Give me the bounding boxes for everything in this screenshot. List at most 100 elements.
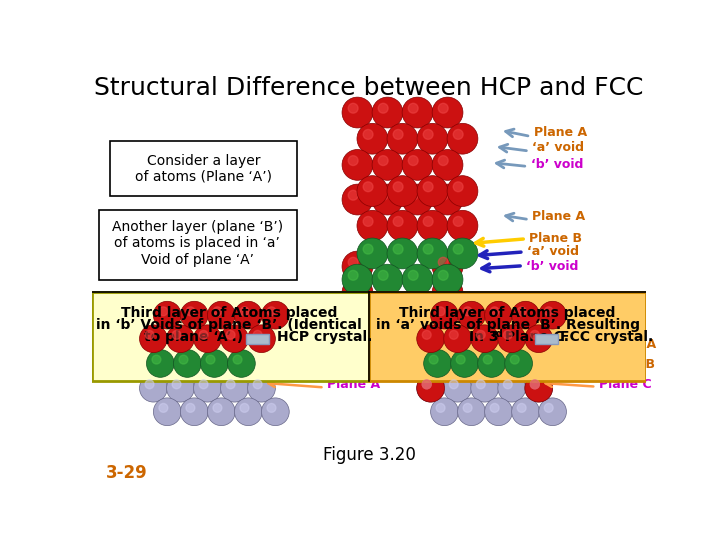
Circle shape [342, 278, 373, 308]
Circle shape [248, 325, 275, 353]
Circle shape [145, 330, 154, 339]
Circle shape [408, 156, 418, 166]
Circle shape [348, 103, 358, 113]
Circle shape [544, 403, 553, 413]
Circle shape [140, 374, 167, 402]
Text: 3-29: 3-29 [106, 464, 148, 482]
Circle shape [186, 307, 195, 316]
Circle shape [453, 130, 463, 139]
Circle shape [267, 307, 276, 316]
Text: to plane ‘A’.): to plane ‘A’.) [143, 330, 253, 345]
Circle shape [544, 307, 553, 316]
Circle shape [512, 301, 539, 329]
Circle shape [220, 374, 248, 402]
Circle shape [449, 330, 458, 339]
Circle shape [228, 349, 256, 377]
Circle shape [387, 211, 418, 241]
Circle shape [357, 238, 388, 269]
Circle shape [393, 182, 403, 192]
FancyBboxPatch shape [99, 211, 297, 280]
Text: Structural Difference between HCP and FCC: Structural Difference between HCP and FC… [94, 76, 644, 100]
Circle shape [159, 403, 168, 413]
Circle shape [423, 182, 433, 192]
Circle shape [531, 380, 539, 389]
Circle shape [402, 264, 433, 295]
Text: in ‘b’ Voids of plane ‘B’. (Identical: in ‘b’ Voids of plane ‘B’. (Identical [96, 318, 361, 332]
Circle shape [438, 257, 448, 267]
Circle shape [152, 355, 161, 364]
Circle shape [458, 301, 485, 329]
Circle shape [525, 374, 552, 402]
Circle shape [438, 156, 448, 166]
Circle shape [525, 325, 552, 353]
Circle shape [174, 349, 201, 377]
Circle shape [145, 380, 154, 389]
Circle shape [485, 301, 513, 329]
Circle shape [207, 398, 235, 426]
Circle shape [348, 257, 358, 267]
Circle shape [463, 307, 472, 316]
Circle shape [453, 182, 463, 192]
Text: ‘a’ void: ‘a’ void [532, 141, 584, 154]
Circle shape [172, 380, 181, 389]
Circle shape [510, 355, 519, 364]
Text: Plane B: Plane B [529, 232, 582, 245]
Circle shape [179, 355, 188, 364]
FancyBboxPatch shape [92, 292, 369, 381]
Circle shape [393, 217, 403, 226]
Circle shape [417, 123, 448, 154]
Circle shape [387, 176, 418, 206]
Text: Consider a layer
of atoms (Plane ‘A’): Consider a layer of atoms (Plane ‘A’) [135, 154, 272, 184]
Circle shape [402, 150, 433, 180]
Text: Another layer (plane ‘B’)
of atoms is placed in ‘a’
Void of plane ‘A’: Another layer (plane ‘B’) of atoms is pl… [112, 220, 283, 267]
Text: Third layer of Atoms placed: Third layer of Atoms placed [121, 306, 337, 320]
Circle shape [348, 190, 358, 200]
Circle shape [423, 330, 431, 339]
Circle shape [181, 398, 208, 426]
Circle shape [166, 325, 194, 353]
Text: ‘b’ void: ‘b’ void [526, 260, 578, 273]
Circle shape [517, 307, 526, 316]
Circle shape [201, 349, 228, 377]
Circle shape [438, 284, 448, 293]
Circle shape [186, 403, 195, 413]
Circle shape [463, 403, 472, 413]
Circle shape [423, 380, 431, 389]
Circle shape [159, 307, 168, 316]
Circle shape [240, 307, 249, 316]
Circle shape [363, 217, 373, 226]
Circle shape [378, 156, 388, 166]
Circle shape [436, 307, 445, 316]
Circle shape [363, 182, 373, 192]
Text: Plane A: Plane A [328, 378, 381, 391]
Circle shape [140, 325, 167, 353]
Circle shape [342, 150, 373, 180]
Circle shape [348, 271, 358, 280]
Circle shape [498, 325, 526, 353]
Circle shape [417, 211, 448, 241]
Circle shape [233, 355, 242, 364]
Circle shape [235, 398, 262, 426]
Circle shape [456, 355, 465, 364]
Circle shape [342, 251, 373, 282]
Circle shape [539, 301, 567, 329]
Circle shape [408, 190, 418, 200]
Text: Plane A: Plane A [603, 338, 656, 351]
Circle shape [505, 349, 533, 377]
Circle shape [477, 330, 485, 339]
Circle shape [226, 330, 235, 339]
Circle shape [342, 97, 373, 128]
Circle shape [378, 103, 388, 113]
Text: Figure 3.20: Figure 3.20 [323, 446, 415, 464]
Circle shape [423, 130, 433, 139]
Text: Plane C: Plane C [599, 378, 652, 391]
Circle shape [485, 398, 513, 426]
Circle shape [342, 184, 373, 215]
Circle shape [235, 301, 262, 329]
Circle shape [512, 398, 539, 426]
Circle shape [432, 264, 463, 295]
Circle shape [432, 184, 463, 215]
Circle shape [498, 374, 526, 402]
Circle shape [447, 123, 478, 154]
Circle shape [432, 97, 463, 128]
